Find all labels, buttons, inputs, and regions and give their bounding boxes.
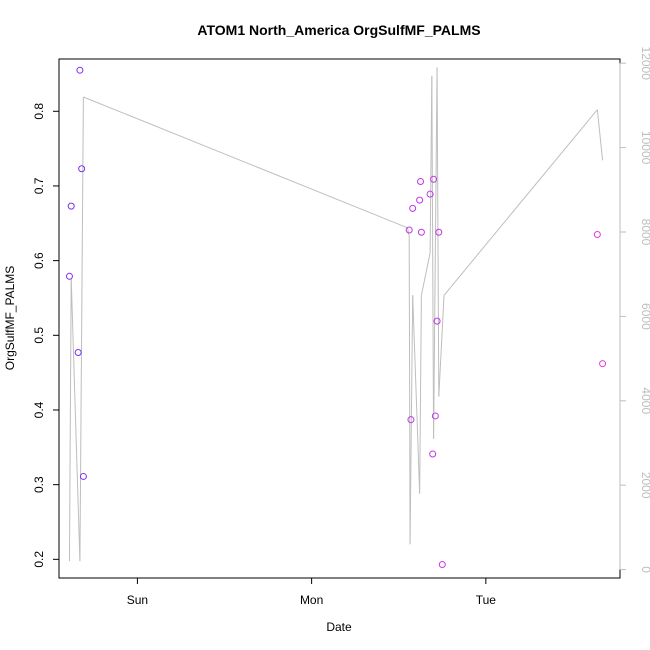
y2-tick-label: 0 xyxy=(639,566,650,573)
x-tick-label: Mon xyxy=(300,593,323,607)
data-point xyxy=(430,175,438,183)
line-segment xyxy=(431,75,435,439)
y-tick-label: 0.8 xyxy=(32,103,46,120)
y-tick-label: 0.7 xyxy=(32,177,46,194)
line-segment xyxy=(408,236,411,545)
line-segment xyxy=(596,109,604,161)
scatter-series xyxy=(65,66,607,569)
data-point xyxy=(426,190,434,198)
data-point xyxy=(431,412,439,420)
line-segment xyxy=(443,109,598,296)
y2-tick-label: 6000 xyxy=(639,303,650,330)
line-series xyxy=(68,67,604,562)
y2-tick-label: 12000 xyxy=(639,47,650,81)
chart-title: ATOM1 North_America OrgSulfMF_PALMS xyxy=(197,22,480,38)
line-segment xyxy=(406,227,410,237)
y-axis-label: OrgSulfMF_PALMS xyxy=(3,266,17,370)
data-point xyxy=(429,450,437,458)
line-segment xyxy=(412,295,419,443)
line-segment xyxy=(70,278,81,562)
y2-tick-label: 8000 xyxy=(639,219,650,246)
y-tick-label: 0.3 xyxy=(32,476,46,493)
x-tick-label: Tue xyxy=(476,593,497,607)
y-tick-label: 0.4 xyxy=(32,401,46,418)
data-point xyxy=(76,66,84,74)
x-tick-label: Sun xyxy=(127,593,148,607)
data-point xyxy=(409,204,417,212)
line-segment xyxy=(83,96,408,229)
line-segment xyxy=(79,96,84,562)
line-segment xyxy=(419,295,422,494)
data-point xyxy=(65,272,73,280)
data-point xyxy=(407,416,415,424)
data-point xyxy=(593,230,601,238)
data-point xyxy=(78,165,86,173)
y-axis: 0.2 0.3 0.4 0.5 0.6 0.7 0.8 xyxy=(32,103,60,568)
data-point xyxy=(438,561,446,569)
line-segment xyxy=(433,67,438,439)
line-segment xyxy=(420,252,431,296)
data-point xyxy=(74,348,82,356)
plot-frame xyxy=(58,58,621,579)
data-point xyxy=(79,472,87,480)
y2-tick-label: 4000 xyxy=(639,387,650,414)
y-tick-label: 0.5 xyxy=(32,327,46,344)
line-segment xyxy=(68,278,72,562)
line-segment xyxy=(436,67,440,397)
y-tick-label: 0.2 xyxy=(32,551,46,568)
data-point xyxy=(405,226,413,234)
x-axis-label: Date xyxy=(326,620,352,634)
data-point xyxy=(417,177,425,185)
y2-axis: 0 2000 4000 6000 8000 10000 12000 xyxy=(619,47,650,573)
y-tick-label: 0.6 xyxy=(32,252,46,269)
data-point xyxy=(416,196,424,204)
data-point xyxy=(599,360,607,368)
data-point xyxy=(435,228,443,236)
data-point xyxy=(417,228,425,236)
x-axis: Sun Mon Tue xyxy=(127,577,497,607)
y2-tick-label: 10000 xyxy=(639,131,650,165)
data-point xyxy=(433,317,441,325)
data-point xyxy=(67,202,75,210)
y2-tick-label: 2000 xyxy=(639,472,650,499)
line-segment xyxy=(438,295,445,397)
line-segment xyxy=(409,295,414,545)
